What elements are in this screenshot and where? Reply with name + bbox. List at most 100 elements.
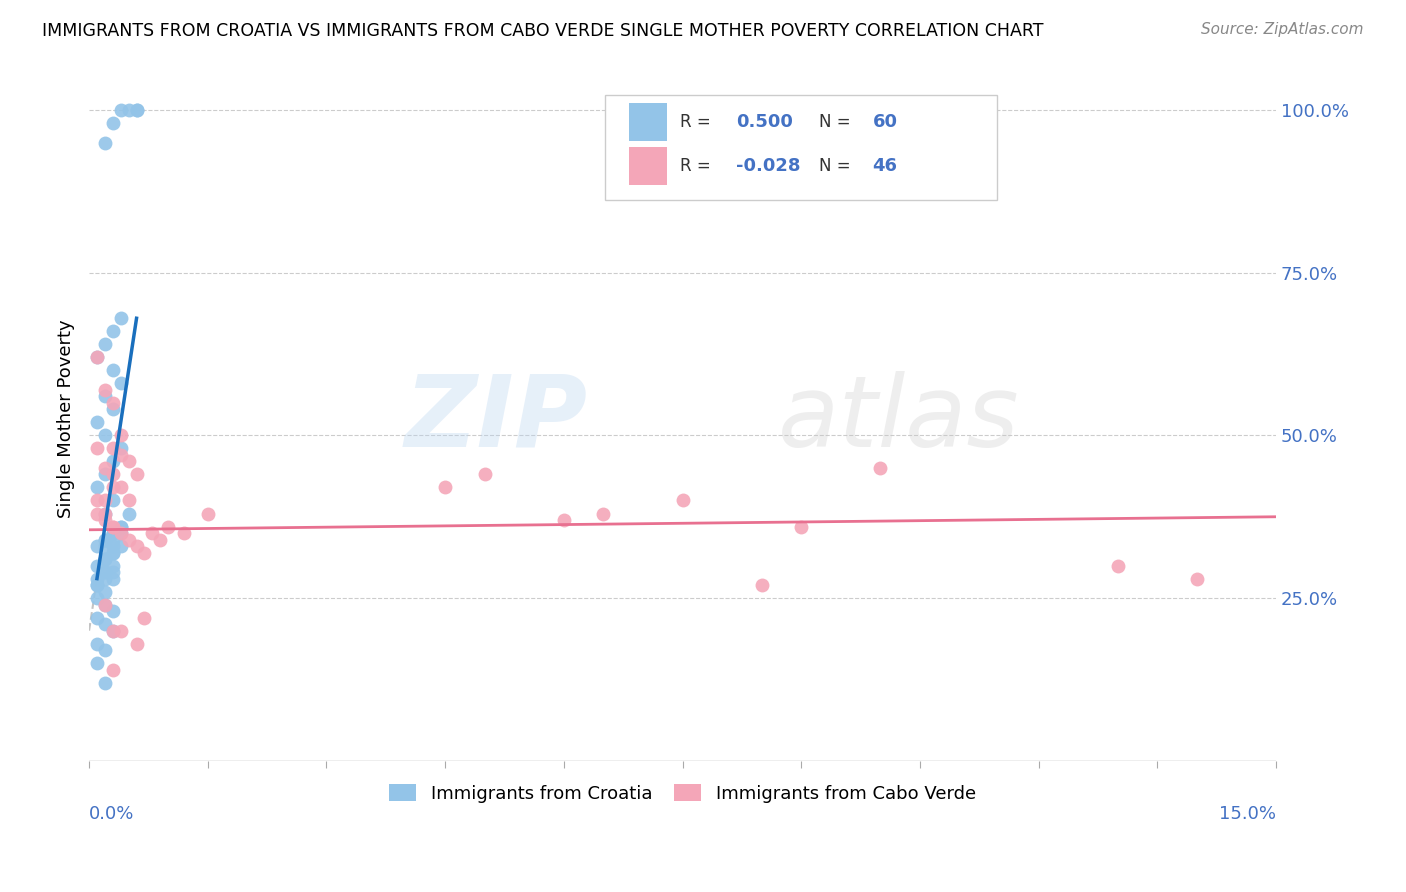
- Point: [134, 545, 156, 559]
- Point: [117, 507, 139, 521]
- Point: [86, 591, 108, 606]
- Point: [101, 533, 124, 547]
- Point: [141, 526, 163, 541]
- Point: [125, 103, 148, 117]
- Point: [101, 526, 124, 541]
- Point: [110, 103, 132, 117]
- Point: [86, 539, 108, 553]
- Point: [149, 533, 172, 547]
- Point: [117, 533, 139, 547]
- Text: 0.500: 0.500: [735, 113, 793, 131]
- Text: 60: 60: [872, 113, 897, 131]
- Point: [94, 507, 117, 521]
- Point: [110, 442, 132, 456]
- Point: [110, 480, 132, 494]
- Point: [553, 513, 575, 527]
- Point: [110, 311, 132, 326]
- Point: [94, 565, 117, 579]
- FancyBboxPatch shape: [606, 95, 997, 201]
- Point: [110, 376, 132, 391]
- Point: [110, 526, 132, 541]
- Point: [869, 461, 891, 475]
- Point: [94, 533, 117, 547]
- Text: 15.0%: 15.0%: [1219, 805, 1277, 823]
- Point: [125, 539, 148, 553]
- Point: [101, 442, 124, 456]
- Point: [110, 539, 132, 553]
- Point: [101, 402, 124, 417]
- Point: [110, 428, 132, 442]
- Point: [671, 493, 693, 508]
- Point: [101, 519, 124, 533]
- Text: Source: ZipAtlas.com: Source: ZipAtlas.com: [1201, 22, 1364, 37]
- Text: -0.028: -0.028: [735, 157, 800, 176]
- Point: [94, 565, 117, 579]
- Point: [751, 578, 773, 592]
- Text: R =: R =: [681, 157, 716, 176]
- Point: [157, 519, 180, 533]
- Point: [86, 578, 108, 592]
- Point: [125, 637, 148, 651]
- Text: 0.0%: 0.0%: [89, 805, 135, 823]
- Point: [86, 480, 108, 494]
- Point: [86, 578, 108, 592]
- Point: [94, 643, 117, 657]
- Y-axis label: Single Mother Poverty: Single Mother Poverty: [58, 320, 75, 518]
- Point: [101, 663, 124, 677]
- Point: [101, 480, 124, 494]
- Text: atlas: atlas: [778, 371, 1019, 467]
- Point: [94, 507, 117, 521]
- Point: [101, 604, 124, 618]
- Point: [94, 598, 117, 612]
- Point: [101, 454, 124, 468]
- Point: [101, 545, 124, 559]
- Point: [117, 454, 139, 468]
- Point: [86, 416, 108, 430]
- Point: [94, 584, 117, 599]
- Point: [125, 467, 148, 482]
- Point: [101, 572, 124, 586]
- Point: [110, 448, 132, 462]
- Point: [94, 383, 117, 397]
- Point: [94, 513, 117, 527]
- FancyBboxPatch shape: [628, 103, 666, 141]
- Point: [86, 657, 108, 671]
- Point: [101, 624, 124, 638]
- Point: [94, 461, 117, 475]
- Point: [117, 493, 139, 508]
- Point: [86, 637, 108, 651]
- Point: [101, 396, 124, 410]
- Point: [94, 136, 117, 150]
- Point: [101, 116, 124, 130]
- Point: [94, 389, 117, 403]
- Point: [86, 610, 108, 624]
- Point: [110, 624, 132, 638]
- Point: [110, 519, 132, 533]
- Point: [101, 363, 124, 377]
- Text: 46: 46: [872, 157, 897, 176]
- Point: [434, 480, 457, 494]
- Point: [101, 545, 124, 559]
- Point: [101, 493, 124, 508]
- Point: [94, 552, 117, 566]
- Point: [125, 103, 148, 117]
- Point: [94, 572, 117, 586]
- Point: [592, 507, 614, 521]
- Point: [1185, 572, 1208, 586]
- Point: [101, 565, 124, 579]
- Point: [94, 533, 117, 547]
- Point: [86, 351, 108, 365]
- Legend: Immigrants from Croatia, Immigrants from Cabo Verde: Immigrants from Croatia, Immigrants from…: [382, 777, 983, 810]
- Point: [101, 558, 124, 573]
- Point: [197, 507, 219, 521]
- Point: [101, 539, 124, 553]
- Point: [94, 467, 117, 482]
- Point: [86, 442, 108, 456]
- FancyBboxPatch shape: [628, 147, 666, 185]
- Point: [101, 526, 124, 541]
- Point: [134, 610, 156, 624]
- Point: [1107, 558, 1129, 573]
- Point: [173, 526, 195, 541]
- Point: [474, 467, 496, 482]
- Point: [101, 467, 124, 482]
